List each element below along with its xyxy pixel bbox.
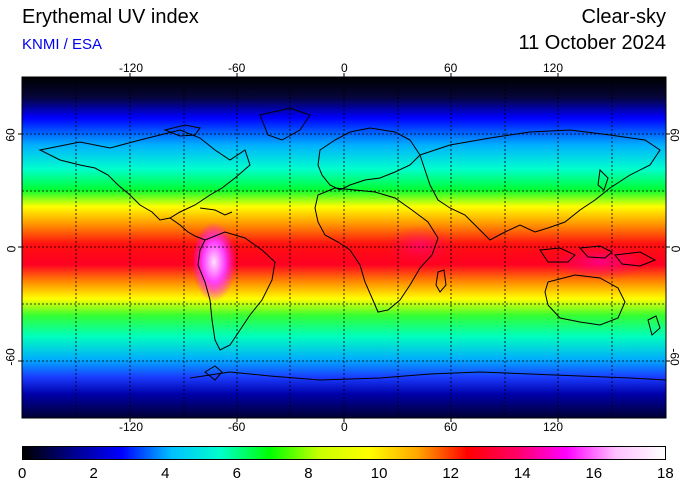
- uv-colorbar: [22, 446, 666, 460]
- lon-tick-top: -120: [119, 61, 144, 75]
- indonesia-high-uv: [550, 244, 650, 280]
- sky-mode-label: Clear-sky: [581, 6, 666, 28]
- gridlines: [22, 77, 666, 418]
- lon-tick-bottom: -60: [228, 420, 246, 434]
- colorbar-tick-label: 8: [304, 465, 313, 482]
- coastlines: [38, 107, 666, 381]
- colorbar-tick-label: 10: [370, 465, 388, 482]
- colorbar-tick-label: 4: [161, 465, 170, 482]
- lon-tick-top: 0: [341, 61, 348, 75]
- andes-high-uv: [192, 222, 236, 302]
- credit-link[interactable]: KNMI / ESA: [22, 36, 103, 53]
- lon-tick-top: 60: [444, 61, 458, 75]
- lon-tick-bottom: 120: [543, 420, 564, 434]
- lon-tick-bottom: -120: [119, 420, 144, 434]
- map-title: Erythemal UV index: [22, 6, 199, 28]
- date-label: 11 October 2024: [518, 32, 666, 54]
- lon-tick-bottom: 60: [444, 420, 458, 434]
- frame-ticks: [18, 73, 670, 422]
- colorbar-tick-label: 16: [585, 465, 603, 482]
- colorbar-tick-label: 12: [442, 465, 460, 482]
- colorbar-tick-label: 18: [657, 465, 674, 482]
- lon-tick-top: -60: [228, 61, 246, 75]
- colorbar-tick-label: 6: [232, 465, 241, 482]
- east-africa-high-uv: [385, 225, 455, 265]
- lon-tick-bottom: 0: [341, 420, 348, 434]
- colorbar-tick-label: 14: [513, 465, 531, 482]
- colorbar-tick-label: 0: [18, 465, 27, 482]
- colorbar-tick-label: 2: [89, 465, 98, 482]
- lon-tick-top: 120: [543, 61, 564, 75]
